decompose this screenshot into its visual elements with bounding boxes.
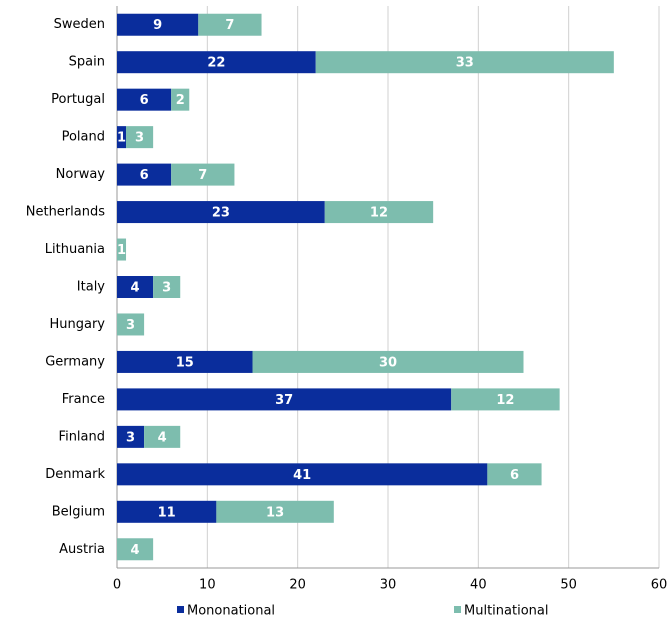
- y-tick-label: Norway: [56, 167, 106, 182]
- bar: [117, 500, 217, 523]
- value-label: 33: [456, 56, 474, 71]
- y-tick-label: Portugal: [51, 92, 105, 107]
- bar: [144, 425, 181, 448]
- bar: [117, 51, 316, 74]
- legend-swatch: [177, 606, 184, 613]
- bar: [117, 425, 145, 448]
- y-tick-label: Germany: [45, 354, 105, 369]
- bar: [117, 88, 172, 111]
- value-label: 12: [496, 393, 514, 408]
- value-label: 23: [212, 206, 230, 221]
- bar: [315, 51, 614, 74]
- bar: [117, 13, 199, 36]
- value-label: 41: [293, 468, 311, 483]
- value-label: 11: [158, 505, 176, 520]
- bar: [153, 276, 181, 298]
- value-label: 6: [140, 168, 149, 183]
- value-label: 4: [131, 543, 140, 558]
- value-label: 6: [140, 93, 149, 108]
- value-label: 3: [135, 131, 144, 146]
- legend-swatch: [454, 606, 461, 613]
- y-tick-label: Denmark: [45, 467, 105, 482]
- value-label: 9: [153, 18, 162, 33]
- y-tick-label: Italy: [77, 280, 106, 295]
- y-tick-label: Hungary: [49, 317, 105, 332]
- y-tick-label: Austria: [59, 542, 105, 557]
- value-label: 1: [117, 131, 126, 146]
- value-label: 4: [158, 430, 167, 445]
- value-label: 13: [266, 505, 284, 520]
- value-label: 7: [198, 168, 207, 183]
- bar: [487, 463, 542, 486]
- value-label: 2: [176, 93, 185, 108]
- value-label: 4: [131, 281, 140, 296]
- x-tick-label: 10: [199, 578, 216, 593]
- bar: [324, 201, 434, 224]
- value-label: 30: [379, 355, 397, 370]
- y-tick-label: France: [62, 392, 105, 407]
- bar: [117, 538, 154, 561]
- bar: [198, 13, 262, 36]
- legend-label: Mononational: [187, 604, 275, 619]
- x-tick-label: 20: [289, 578, 306, 593]
- bar: [216, 500, 334, 523]
- bar: [252, 350, 524, 373]
- bar: [171, 88, 190, 111]
- bar: [117, 276, 154, 298]
- bar: [117, 463, 488, 486]
- x-tick-label: 50: [560, 578, 577, 593]
- y-tick-label: Lithuania: [45, 242, 105, 257]
- x-tick-label: 0: [113, 578, 121, 593]
- value-label: 12: [370, 206, 388, 221]
- y-tick-label: Poland: [62, 130, 105, 145]
- value-label: 7: [225, 18, 234, 33]
- bar: [117, 238, 127, 261]
- value-label: 37: [275, 393, 293, 408]
- x-tick-label: 60: [651, 578, 668, 593]
- value-label: 1: [117, 243, 126, 258]
- value-label: 3: [126, 430, 135, 445]
- y-tick-label: Belgium: [52, 504, 105, 519]
- bar: [117, 126, 127, 149]
- value-label: 22: [207, 56, 225, 71]
- bar: [117, 388, 452, 411]
- y-tick-label: Finland: [59, 429, 105, 444]
- x-tick-label: 40: [470, 578, 487, 593]
- y-tick-label: Sweden: [54, 17, 105, 32]
- bar: [117, 350, 253, 373]
- value-label: 3: [162, 281, 171, 296]
- bar: [451, 388, 560, 411]
- bar: [117, 313, 145, 336]
- bar: [117, 163, 172, 186]
- bar: [126, 126, 154, 149]
- x-tick-label: 30: [380, 578, 397, 593]
- value-label: 3: [126, 318, 135, 333]
- bar: [171, 163, 235, 186]
- y-tick-label: Spain: [69, 55, 105, 70]
- value-label: 15: [176, 355, 194, 370]
- y-tick-label: Netherlands: [26, 205, 105, 220]
- bar: [117, 201, 325, 224]
- legend-label: Multinational: [464, 604, 548, 619]
- value-label: 6: [510, 468, 519, 483]
